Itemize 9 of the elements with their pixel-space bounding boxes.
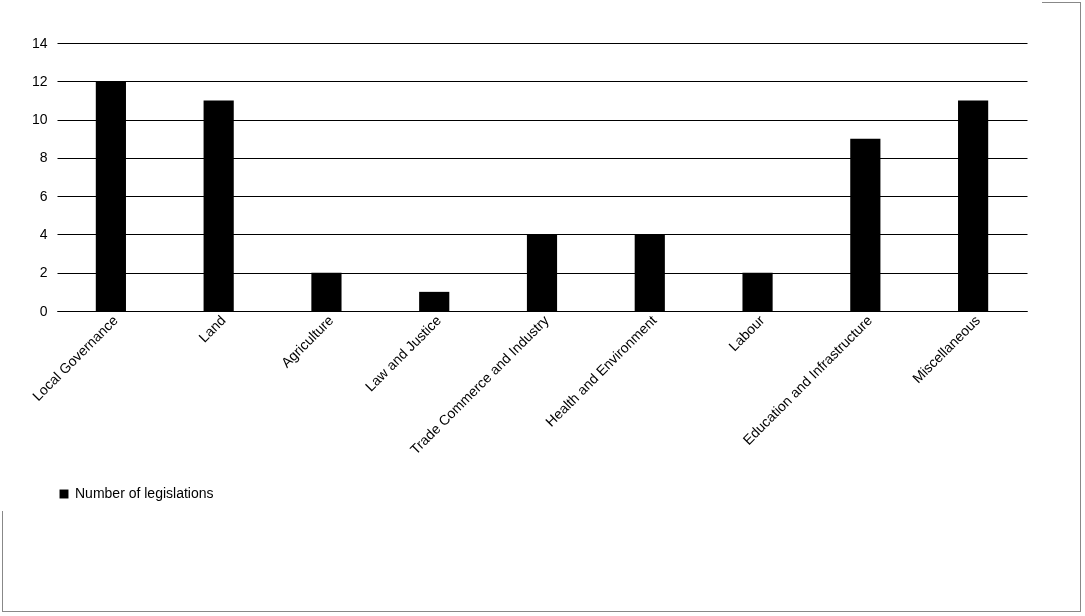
y-tick-label: 12: [31, 72, 48, 89]
y-tick-label: 14: [31, 34, 48, 51]
y-tick-label: 8: [39, 149, 48, 166]
y-tick-label: 10: [31, 111, 48, 128]
y-tick-label: 6: [39, 187, 48, 204]
y-tick-label: 4: [39, 225, 48, 242]
y-tick-label: 2: [39, 264, 48, 281]
y-tick-label: 0: [39, 302, 48, 319]
legend-label: Number of legislations: [75, 485, 214, 501]
